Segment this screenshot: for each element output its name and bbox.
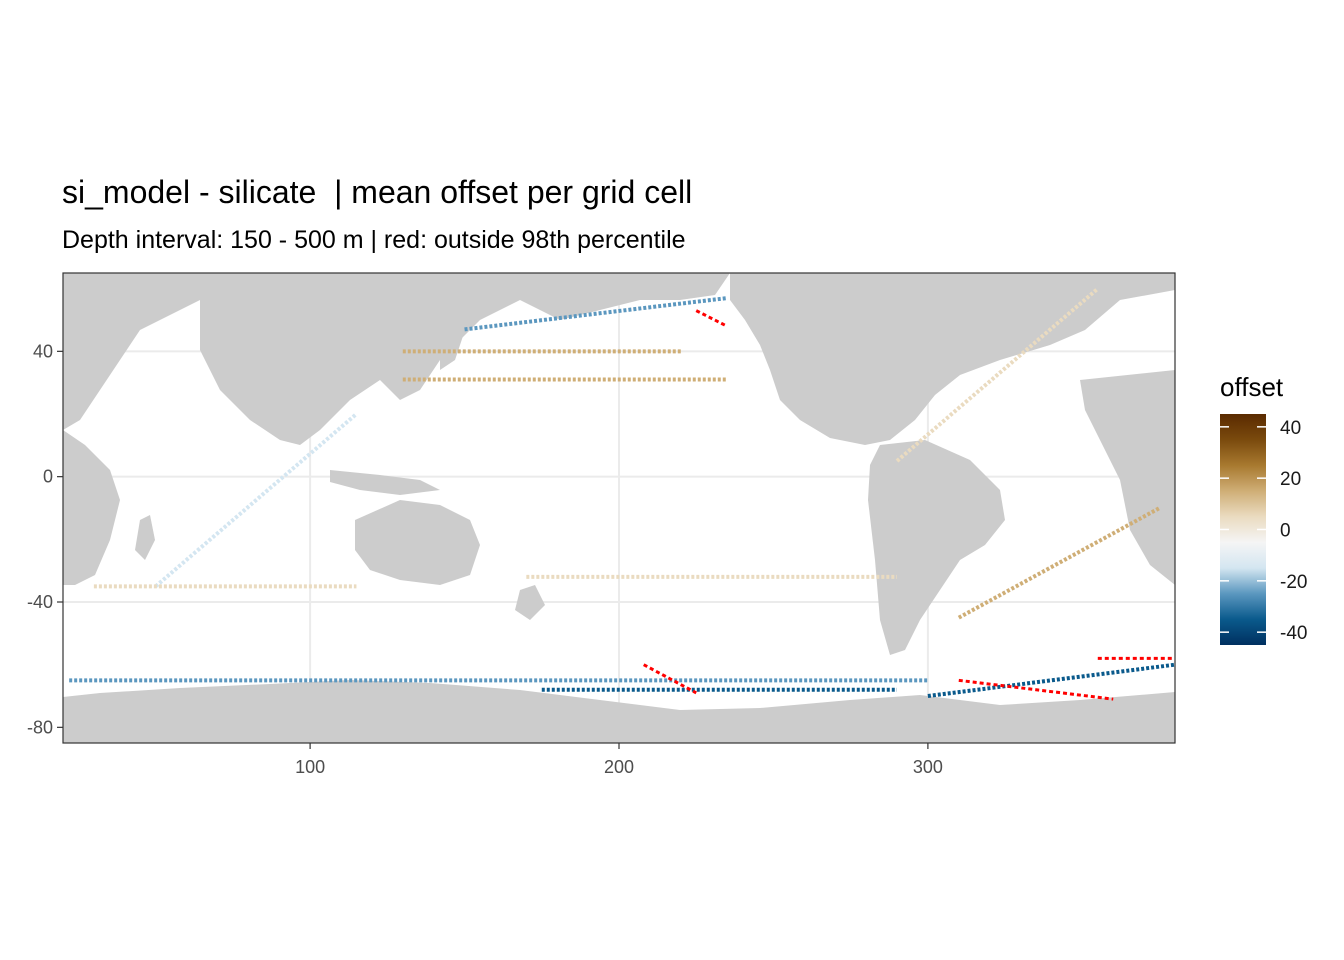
offset-track	[927, 662, 1175, 698]
x-tick-label: 200	[604, 757, 634, 777]
land-antarctica	[63, 680, 1175, 743]
colorbar-tick-label: -20	[1280, 572, 1307, 593]
land-new-zealand	[515, 585, 545, 620]
colorbar-tick-label: -40	[1280, 623, 1307, 644]
colorbar-tick-label: 20	[1280, 469, 1301, 490]
y-tick-label: 40	[33, 341, 53, 361]
land-eurasia	[200, 273, 730, 445]
legend-title: offset	[1220, 372, 1284, 402]
land-africa-wrap	[1080, 370, 1175, 585]
x-tick-label: 100	[295, 757, 325, 777]
outlier-track	[958, 678, 1114, 701]
outlier-track	[643, 663, 697, 695]
outlier-track	[695, 309, 728, 328]
chart-title: si_model - silicate | mean offset per gr…	[62, 174, 693, 210]
land-japan	[440, 320, 465, 370]
land-south-america	[868, 440, 1005, 655]
land-africa	[63, 273, 200, 430]
land-madagascar	[135, 515, 155, 560]
colorbar-tick-label: 0	[1280, 521, 1291, 542]
offset-track	[957, 506, 1161, 620]
land-australia	[355, 500, 480, 585]
y-tick-label: 0	[43, 467, 53, 487]
y-tick-label: -80	[27, 717, 53, 737]
chart-subtitle: Depth interval: 150 - 500 m | red: outsi…	[62, 226, 686, 254]
offset-track	[154, 412, 358, 588]
y-tick-label: -40	[27, 592, 53, 612]
offset-track	[464, 296, 728, 332]
outlier-tracks	[643, 309, 1175, 701]
offset-track	[895, 287, 1100, 463]
colorbar-tick-label: 40	[1280, 418, 1301, 439]
x-axis: 100 200 300	[295, 743, 943, 777]
y-axis: 40 0 -40 -80	[27, 341, 63, 737]
land-indonesia	[330, 470, 440, 495]
offset-tracks	[69, 287, 1175, 698]
land-africa-south	[63, 430, 120, 585]
colorbar-ticks: 40 20 0 -20 -40	[1220, 418, 1307, 644]
x-tick-label: 300	[913, 757, 943, 777]
